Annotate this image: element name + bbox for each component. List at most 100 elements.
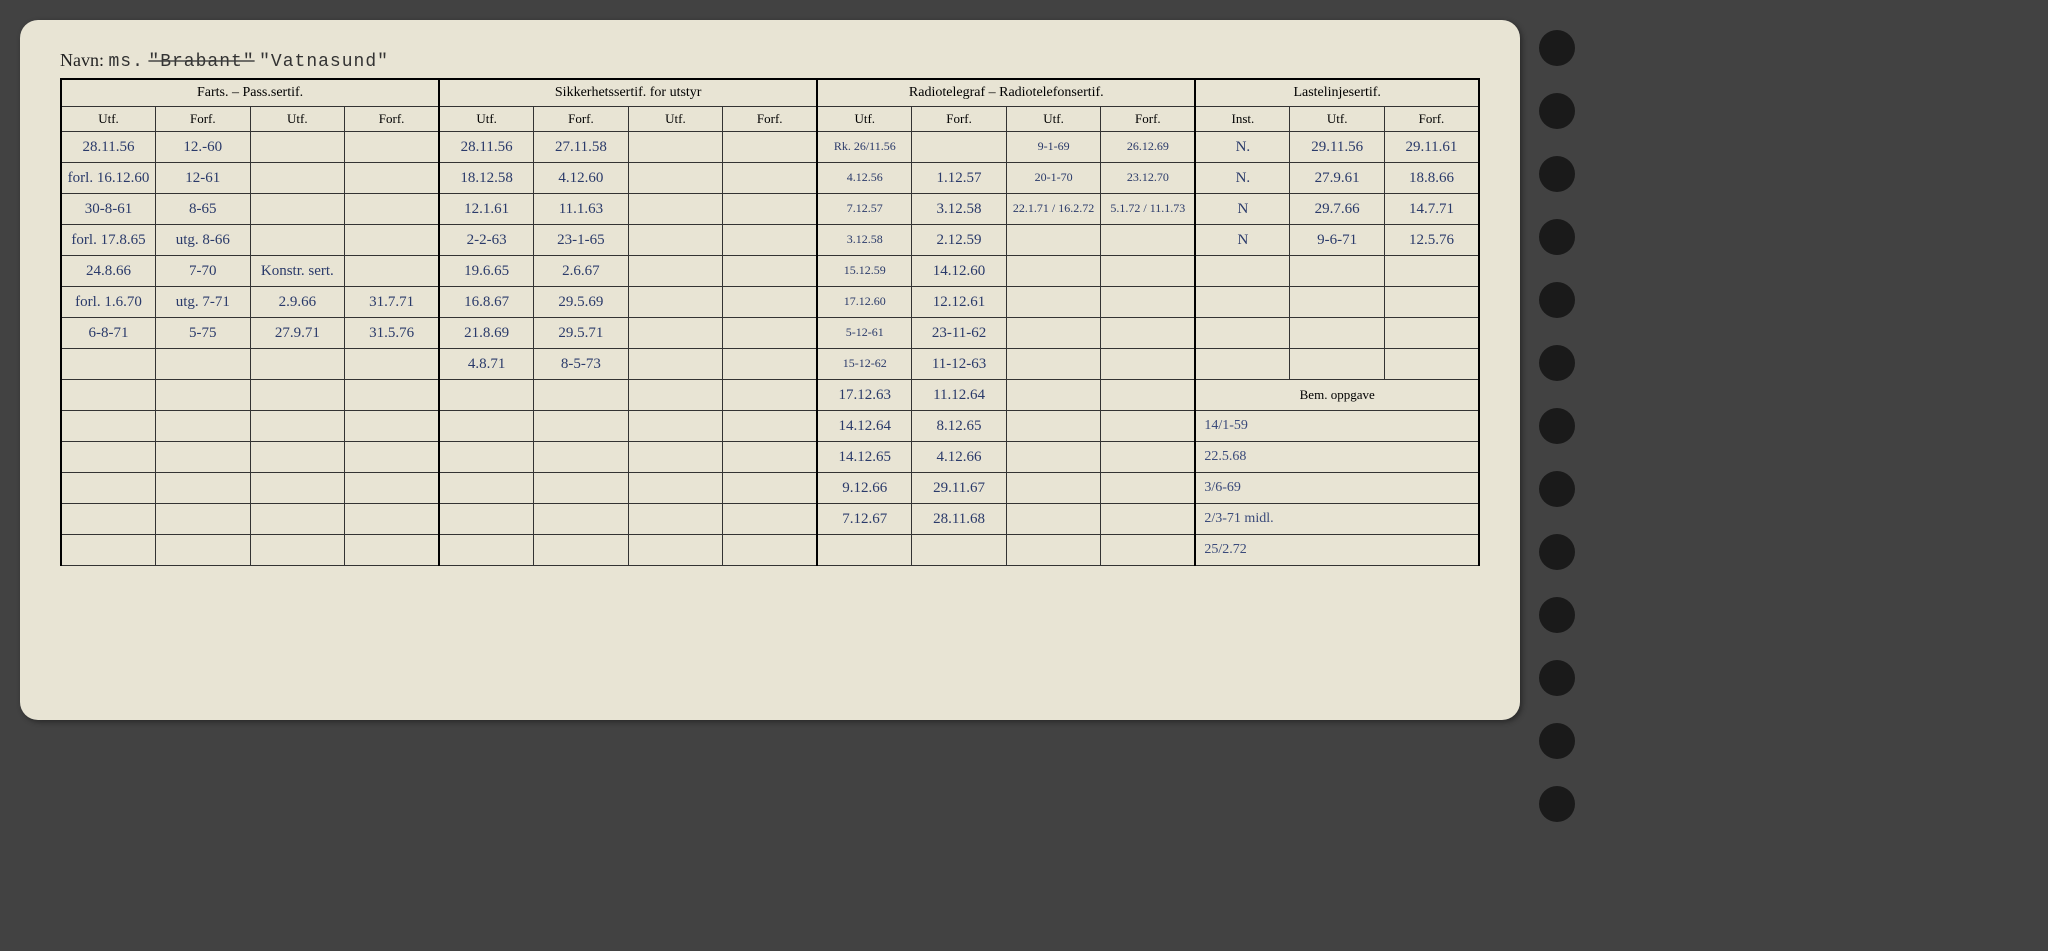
cell-value: 28.11.56 — [461, 139, 513, 155]
table-row: 6-8-715-7527.9.7131.5.7621.8.6929.5.715-… — [61, 318, 1479, 349]
cell-value: 23.12.70 — [1127, 170, 1169, 184]
bem-value: 25/2.72 — [1204, 542, 1246, 557]
cell-value: 12-61 — [185, 170, 220, 186]
table-row: 9.12.66 29.11.67 3/6-69 — [61, 473, 1479, 504]
cell-value: 14.12.64 — [839, 418, 892, 434]
cell-value: 7.12.57 — [847, 201, 883, 215]
col-header: Utf. — [628, 107, 723, 132]
group-header: Sikkerhetssertif. for utstyr — [439, 79, 817, 107]
cell-value: 8.12.65 — [937, 418, 982, 434]
name-current: "Vatnasund" — [259, 52, 389, 72]
cell-value: 26.12.69 — [1127, 139, 1169, 153]
name-prefix: ms. — [109, 52, 144, 72]
cell-value: 5.1.72 / 11.1.73 — [1110, 201, 1185, 215]
cell-value: 2.6.67 — [562, 263, 600, 279]
table-row: 30-8-618-6512.1.6111.1.637.12.573.12.582… — [61, 194, 1479, 225]
cell-value: 29.11.56 — [1311, 139, 1363, 155]
index-card: Navn: ms. "Brabant" "Vatnasund" Farts. –… — [20, 20, 1520, 720]
cell-value: 19.6.65 — [464, 263, 509, 279]
cell-value: utg. 7-71 — [176, 294, 230, 310]
cell-value: 4.12.66 — [937, 449, 982, 465]
cell-value: 17.12.63 — [839, 387, 892, 403]
cell-value: 17.12.60 — [844, 294, 886, 308]
cell-value: 2.9.66 — [279, 294, 317, 310]
cell-value: 29.5.69 — [558, 294, 603, 310]
table-row: forl. 16.12.6012-6118.12.584.12.604.12.5… — [61, 163, 1479, 194]
bem-value: 22.5.68 — [1204, 449, 1246, 464]
punch-holes — [1539, 30, 1575, 822]
col-header: Forf. — [1101, 107, 1196, 132]
cell-value: 29.7.66 — [1315, 201, 1360, 217]
col-header: Forf. — [723, 107, 818, 132]
cell-value: 12.12.61 — [933, 294, 986, 310]
col-header: Utf. — [1290, 107, 1385, 132]
table-row: 25/2.72 — [61, 535, 1479, 566]
cell-value: 4.8.71 — [468, 356, 506, 372]
col-header: Forf. — [345, 107, 440, 132]
cell-value: 1.12.57 — [937, 170, 982, 186]
cell-value: N — [1237, 232, 1248, 248]
cell-value: 3.12.58 — [937, 201, 982, 217]
table-row: 17.12.63 11.12.64 Bem. oppgave — [61, 380, 1479, 411]
cell-value: 12.5.76 — [1409, 232, 1454, 248]
col-header: Utf. — [1006, 107, 1101, 132]
table-row: forl. 17.8.65utg. 8-662-2-6323-1-653.12.… — [61, 225, 1479, 256]
cell-value: 21.8.69 — [464, 325, 509, 341]
col-header: Utf. — [817, 107, 912, 132]
cell-value: 7-70 — [189, 263, 217, 279]
cell-value: 9.12.66 — [842, 480, 887, 496]
cell-value: 30-8-61 — [85, 201, 133, 217]
bem-value: 2/3-71 midl. — [1204, 511, 1273, 526]
cell-value: 27.9.61 — [1315, 170, 1360, 186]
table-row: 14.12.648.12.6514/1-59 — [61, 411, 1479, 442]
col-header: Forf. — [156, 107, 251, 132]
bem-value: 3/6-69 — [1204, 480, 1241, 495]
col-header: Utf. — [61, 107, 156, 132]
cell-value: 6-8-71 — [89, 325, 129, 341]
cell-value: 2-2-63 — [467, 232, 507, 248]
cell-value: 4.12.56 — [847, 170, 883, 184]
group-header: Radiotelegraf – Radiotelefonsertif. — [817, 79, 1195, 107]
cell-value: 31.5.76 — [369, 325, 414, 341]
cell-value: 5-12-61 — [846, 325, 884, 339]
cell-value: 11.12.64 — [933, 387, 985, 403]
name-row: Navn: ms. "Brabant" "Vatnasund" — [60, 50, 1480, 72]
cell-value: 23-11-62 — [932, 325, 986, 341]
cell-value: 23-1-65 — [557, 232, 605, 248]
cell-value: 18.12.58 — [460, 170, 513, 186]
table-row: 14.12.65 4.12.66 22.5.68 — [61, 442, 1479, 473]
cell-value: 2.12.59 — [937, 232, 982, 248]
cell-value: 4.12.60 — [558, 170, 603, 186]
cell-value: 16.8.67 — [464, 294, 509, 310]
cell-value: 5-75 — [189, 325, 217, 341]
cell-value: 15-12-62 — [843, 356, 887, 370]
table-row: 24.8.667-70Konstr. sert.19.6.652.6.6715.… — [61, 256, 1479, 287]
cell-value: 27.11.58 — [555, 139, 607, 155]
cell-value: 14.12.60 — [933, 263, 986, 279]
cell-value: 7.12.67 — [842, 511, 887, 527]
cell-value: 28.11.68 — [933, 511, 985, 527]
group-header: Lastelinjesertif. — [1195, 79, 1479, 107]
cell-value: 29.11.61 — [1405, 139, 1457, 155]
col-header: Forf. — [534, 107, 629, 132]
cell-value: 15.12.59 — [844, 263, 886, 277]
cell-value: 14.12.65 — [839, 449, 892, 465]
cell-value: Konstr. sert. — [261, 263, 334, 279]
cell-value: 22.1.71 / 16.2.72 — [1013, 201, 1094, 215]
col-header: Forf. — [1384, 107, 1479, 132]
cell-value: Rk. 26/11.56 — [834, 139, 896, 153]
cell-value: N — [1237, 201, 1248, 217]
cell-value: utg. 8-66 — [176, 232, 230, 248]
cell-value: forl. 17.8.65 — [71, 232, 145, 248]
col-header: Inst. — [1195, 107, 1290, 132]
col-header: Utf. — [439, 107, 534, 132]
bem-header: Bem. oppgave — [1195, 380, 1479, 411]
cell-value: 12.-60 — [183, 139, 222, 155]
cell-value: 9-6-71 — [1317, 232, 1357, 248]
cell-value: 29.5.71 — [558, 325, 603, 341]
cell-value: 14.7.71 — [1409, 201, 1454, 217]
cell-value: N. — [1236, 139, 1251, 155]
cell-value: 12.1.61 — [464, 201, 509, 217]
cell-value: 29.11.67 — [933, 480, 985, 496]
cell-value: N. — [1236, 170, 1251, 186]
